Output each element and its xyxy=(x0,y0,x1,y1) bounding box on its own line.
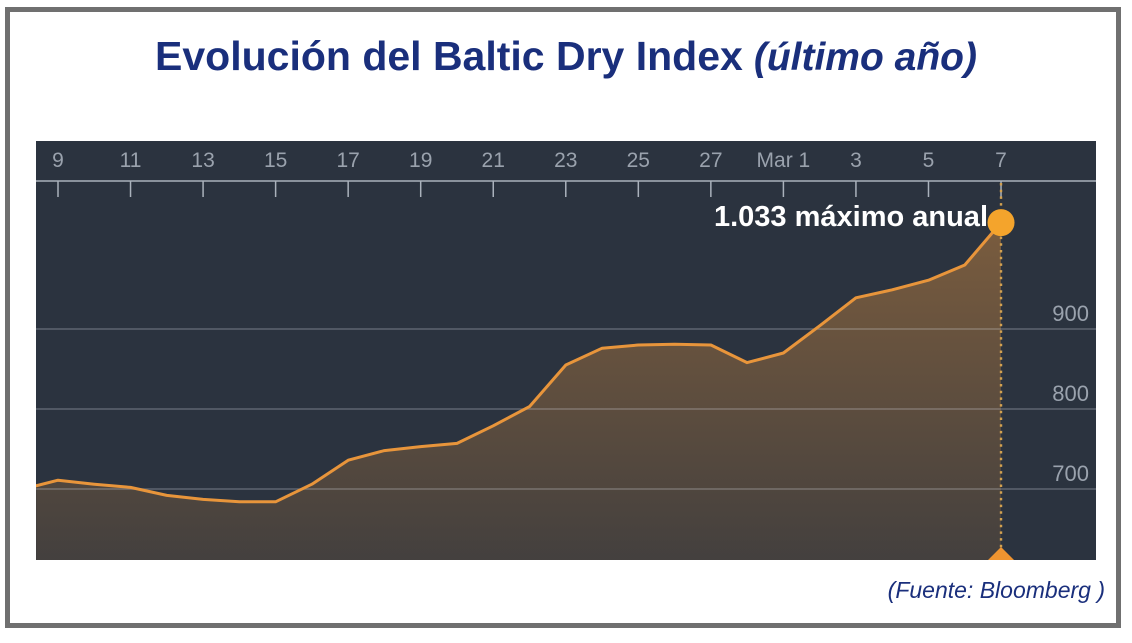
annual-max-annotation: 1.033 máximo anual xyxy=(713,201,988,233)
x-tick-label: 25 xyxy=(627,149,650,172)
bdi-chart: 900 800 700 9 11 13 15 17 19 21 23 25 27 Mar 1 3 5 7 1.0… xyxy=(36,141,1096,560)
y-tick-label-800: 800 xyxy=(1052,381,1089,406)
max-marker-triangle xyxy=(988,547,1015,560)
page-title-main: Evolución del Baltic Dry Index xyxy=(155,33,743,79)
area-fill xyxy=(36,222,1001,560)
x-tick-label: 19 xyxy=(409,149,432,172)
chart-canvas: 900 800 700 9 11 13 15 17 19 21 23 25 27 Mar 1 3 5 7 xyxy=(36,141,1096,560)
x-tick-label: 11 xyxy=(120,149,142,172)
y-tick-label-700: 700 xyxy=(1052,461,1089,486)
x-tick-label: 5 xyxy=(923,149,935,172)
y-tick-label-900: 900 xyxy=(1052,301,1089,326)
x-tick-label: 27 xyxy=(699,149,722,172)
x-tick-label: 7 xyxy=(995,149,1007,172)
x-tick-label: 17 xyxy=(336,149,359,172)
series-line xyxy=(36,221,1003,504)
x-tick-label: 23 xyxy=(554,149,577,172)
x-tick-label: Mar 1 xyxy=(757,149,811,172)
x-tick-label: 3 xyxy=(850,149,862,172)
max-marker-dot xyxy=(987,209,1015,237)
page-title-period: (último año) xyxy=(753,36,977,79)
x-tick-label: 21 xyxy=(482,149,505,172)
page-title: Evolución del Baltic Dry Index (último añ… xyxy=(0,33,1132,80)
x-tick-label: 15 xyxy=(264,149,287,172)
source-credit: (Fuente: Bloomberg ) xyxy=(887,577,1105,603)
x-tick-label: 13 xyxy=(191,149,214,172)
x-tick-label: 9 xyxy=(52,149,64,172)
